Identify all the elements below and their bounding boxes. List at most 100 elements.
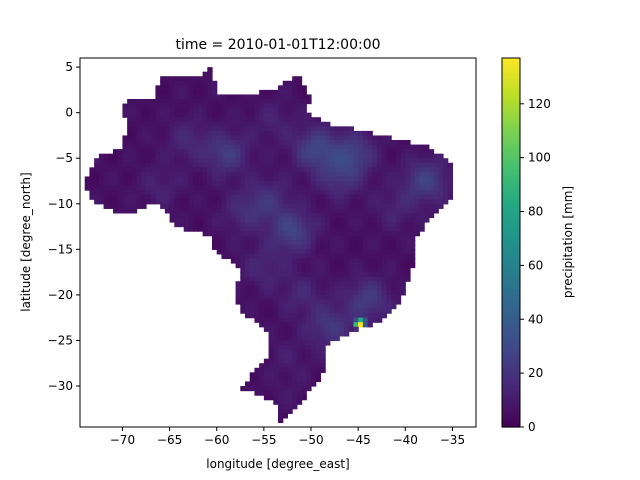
precip-cell bbox=[221, 231, 227, 237]
precip-cell bbox=[155, 103, 161, 109]
precip-cell bbox=[240, 94, 246, 100]
precip-cell bbox=[98, 171, 105, 178]
precip-cell bbox=[226, 249, 232, 255]
precip-cell bbox=[301, 308, 307, 314]
precip-cell bbox=[292, 99, 298, 105]
precip-cell bbox=[188, 121, 194, 127]
precip-cell bbox=[212, 217, 218, 223]
colorbar-strip bbox=[502, 310, 520, 314]
precip-cell bbox=[207, 158, 213, 164]
precip-cell bbox=[179, 135, 185, 141]
precip-cell bbox=[386, 267, 392, 273]
precip-cell bbox=[320, 222, 326, 228]
precip-cell bbox=[273, 331, 279, 337]
precip-cell bbox=[221, 162, 227, 168]
precip-cell bbox=[358, 222, 364, 228]
precip-cell bbox=[188, 153, 194, 159]
precip-cell bbox=[377, 313, 383, 319]
precip-cell bbox=[268, 358, 274, 364]
precip-cell bbox=[292, 281, 298, 287]
precip-cell bbox=[334, 308, 340, 314]
precip-cell bbox=[405, 244, 411, 250]
colorbar-strip bbox=[502, 325, 520, 329]
precip-cell bbox=[287, 176, 293, 182]
precip-cell bbox=[164, 208, 171, 214]
precip-cell bbox=[150, 126, 157, 132]
precip-cell bbox=[306, 358, 312, 364]
precip-cell bbox=[259, 140, 265, 146]
precip-cell bbox=[273, 144, 279, 150]
precip-cell bbox=[410, 208, 416, 214]
precip-cell bbox=[230, 199, 237, 205]
precip-cell bbox=[278, 263, 284, 269]
precip-cell bbox=[221, 121, 227, 127]
precip-cell bbox=[273, 121, 279, 127]
precip-cell bbox=[183, 94, 190, 100]
precip-cell bbox=[296, 354, 303, 360]
precip-cell bbox=[179, 103, 185, 109]
precip-cell bbox=[306, 94, 312, 100]
precip-cell bbox=[377, 290, 383, 296]
precip-cell bbox=[183, 212, 190, 219]
precip-cell bbox=[94, 162, 100, 168]
precip-cell bbox=[273, 171, 279, 178]
precip-cell bbox=[174, 112, 180, 118]
precip-cell bbox=[306, 222, 312, 228]
precip-cell bbox=[278, 153, 284, 159]
precip-cell bbox=[372, 231, 378, 237]
precip-cell bbox=[395, 231, 402, 237]
precip-cell bbox=[249, 313, 256, 319]
precip-cell bbox=[136, 135, 142, 141]
precip-cell bbox=[306, 149, 312, 155]
precip-cell bbox=[296, 140, 303, 146]
precip-cell bbox=[296, 395, 303, 401]
precip-cell bbox=[169, 144, 175, 150]
precip-cell bbox=[315, 140, 322, 146]
precip-cell bbox=[212, 103, 218, 109]
precip-cell bbox=[240, 176, 246, 182]
precip-cell bbox=[372, 190, 378, 196]
precip-cell bbox=[320, 267, 326, 273]
precip-cell bbox=[193, 76, 199, 82]
precip-cell bbox=[282, 222, 289, 228]
precip-cell bbox=[362, 299, 369, 305]
precip-cell bbox=[235, 253, 241, 260]
precip-cell bbox=[391, 285, 397, 291]
precip-cell bbox=[367, 208, 373, 214]
precip-cell bbox=[329, 249, 336, 255]
precip-cell bbox=[358, 304, 364, 310]
precip-cell bbox=[301, 276, 307, 282]
precip-cell bbox=[405, 235, 411, 241]
precip-cell bbox=[98, 199, 105, 205]
precip-cell bbox=[315, 144, 322, 150]
precip-cell bbox=[367, 322, 373, 328]
precip-cell bbox=[358, 162, 364, 168]
precip-cell bbox=[292, 185, 298, 191]
precip-cell bbox=[447, 181, 454, 187]
precip-cell bbox=[212, 89, 218, 96]
precip-cell bbox=[235, 240, 241, 246]
precip-cell bbox=[268, 376, 274, 383]
precip-cell bbox=[245, 171, 251, 178]
precip-cell bbox=[254, 299, 260, 305]
precip-cell bbox=[169, 176, 175, 182]
precip-cell bbox=[424, 217, 430, 223]
precip-cell bbox=[433, 158, 439, 164]
precip-cell bbox=[287, 258, 293, 264]
precip-cell bbox=[174, 135, 180, 141]
colorbar-strip bbox=[502, 400, 520, 404]
precip-cell bbox=[348, 308, 355, 314]
precip-cell bbox=[438, 171, 444, 178]
precip-cell bbox=[405, 167, 411, 173]
precip-cell bbox=[240, 126, 246, 132]
precip-cell bbox=[344, 244, 350, 250]
colorbar-strip bbox=[502, 145, 520, 149]
colorbar-tick-label: 40 bbox=[528, 312, 543, 326]
precip-cell bbox=[367, 135, 373, 141]
precip-cell bbox=[164, 185, 171, 191]
precip-cell bbox=[268, 304, 274, 310]
precip-cell bbox=[311, 349, 317, 355]
precip-cell bbox=[362, 130, 369, 137]
precip-cell bbox=[235, 149, 241, 155]
precip-cell bbox=[263, 194, 270, 200]
